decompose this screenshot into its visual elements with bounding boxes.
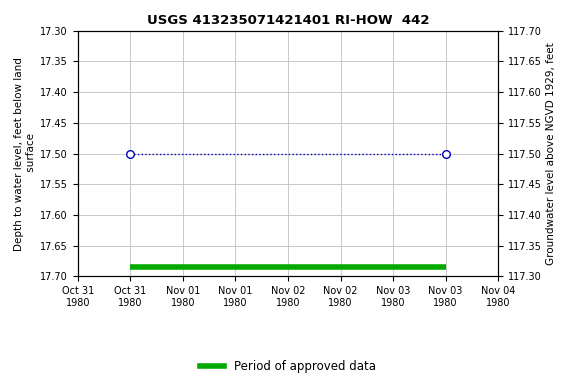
Title: USGS 413235071421401 RI-HOW  442: USGS 413235071421401 RI-HOW 442	[147, 14, 429, 27]
Y-axis label: Groundwater level above NGVD 1929, feet: Groundwater level above NGVD 1929, feet	[546, 42, 556, 265]
Legend: Period of approved data: Period of approved data	[196, 356, 380, 378]
Y-axis label: Depth to water level, feet below land
 surface: Depth to water level, feet below land su…	[14, 57, 36, 250]
